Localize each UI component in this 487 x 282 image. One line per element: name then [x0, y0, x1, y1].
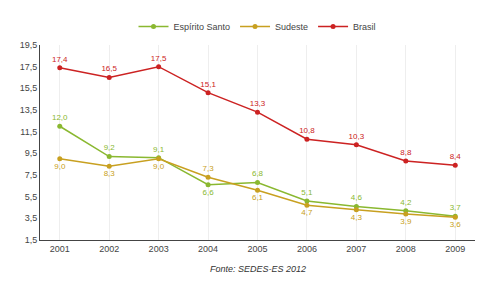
- svg-text:16,5: 16,5: [101, 64, 117, 73]
- svg-text:9,5: 9,5: [25, 148, 38, 158]
- svg-text:17,5: 17,5: [151, 54, 167, 63]
- svg-text:2004: 2004: [198, 244, 218, 254]
- svg-text:2009: 2009: [445, 244, 465, 254]
- svg-text:8,8: 8,8: [400, 148, 412, 157]
- svg-text:6,8: 6,8: [252, 169, 264, 178]
- svg-text:2002: 2002: [99, 244, 119, 254]
- svg-text:4,3: 4,3: [351, 213, 363, 222]
- svg-text:2001: 2001: [50, 244, 70, 254]
- svg-text:4,6: 4,6: [351, 193, 363, 202]
- svg-text:1,5: 1,5: [25, 235, 38, 245]
- svg-text:8,3: 8,3: [104, 169, 116, 178]
- svg-text:4,2: 4,2: [400, 198, 412, 207]
- svg-text:7,3: 7,3: [203, 164, 215, 173]
- svg-text:9,0: 9,0: [54, 162, 66, 171]
- svg-text:Fonte: SEDES-ES 2012: Fonte: SEDES-ES 2012: [210, 264, 306, 274]
- svg-text:13,3: 13,3: [250, 99, 266, 108]
- svg-text:7,5: 7,5: [25, 170, 38, 180]
- svg-text:5,1: 5,1: [301, 188, 313, 197]
- svg-text:Espírito Santo: Espírito Santo: [174, 22, 231, 32]
- svg-text:17,4: 17,4: [52, 55, 68, 64]
- svg-text:3,7: 3,7: [450, 203, 462, 212]
- svg-text:19,5: 19,5: [20, 40, 38, 50]
- svg-text:2007: 2007: [346, 244, 366, 254]
- svg-text:Brasil: Brasil: [353, 22, 376, 32]
- svg-text:2006: 2006: [297, 244, 317, 254]
- svg-text:13,5: 13,5: [20, 105, 38, 115]
- svg-text:6,1: 6,1: [252, 193, 264, 202]
- svg-text:4,7: 4,7: [301, 208, 313, 217]
- svg-text:9,0: 9,0: [153, 162, 165, 171]
- svg-text:9,1: 9,1: [153, 145, 165, 154]
- svg-text:Sudeste: Sudeste: [275, 22, 308, 32]
- svg-text:10,8: 10,8: [299, 126, 315, 135]
- svg-text:3,5: 3,5: [25, 213, 38, 223]
- svg-text:9,2: 9,2: [104, 143, 116, 152]
- svg-text:8,4: 8,4: [450, 152, 462, 161]
- svg-text:15,1: 15,1: [200, 80, 216, 89]
- svg-text:3,6: 3,6: [450, 220, 462, 229]
- svg-text:15,5: 15,5: [20, 83, 38, 93]
- svg-text:2008: 2008: [396, 244, 416, 254]
- svg-text:3,9: 3,9: [400, 217, 412, 226]
- svg-text:12,0: 12,0: [52, 113, 68, 122]
- svg-text:17,5: 17,5: [20, 62, 38, 72]
- svg-text:5,5: 5,5: [25, 192, 38, 202]
- svg-text:10,3: 10,3: [349, 132, 365, 141]
- svg-text:2005: 2005: [247, 244, 267, 254]
- svg-text:2003: 2003: [149, 244, 169, 254]
- svg-text:6,6: 6,6: [203, 188, 215, 197]
- svg-text:11,5: 11,5: [20, 127, 37, 137]
